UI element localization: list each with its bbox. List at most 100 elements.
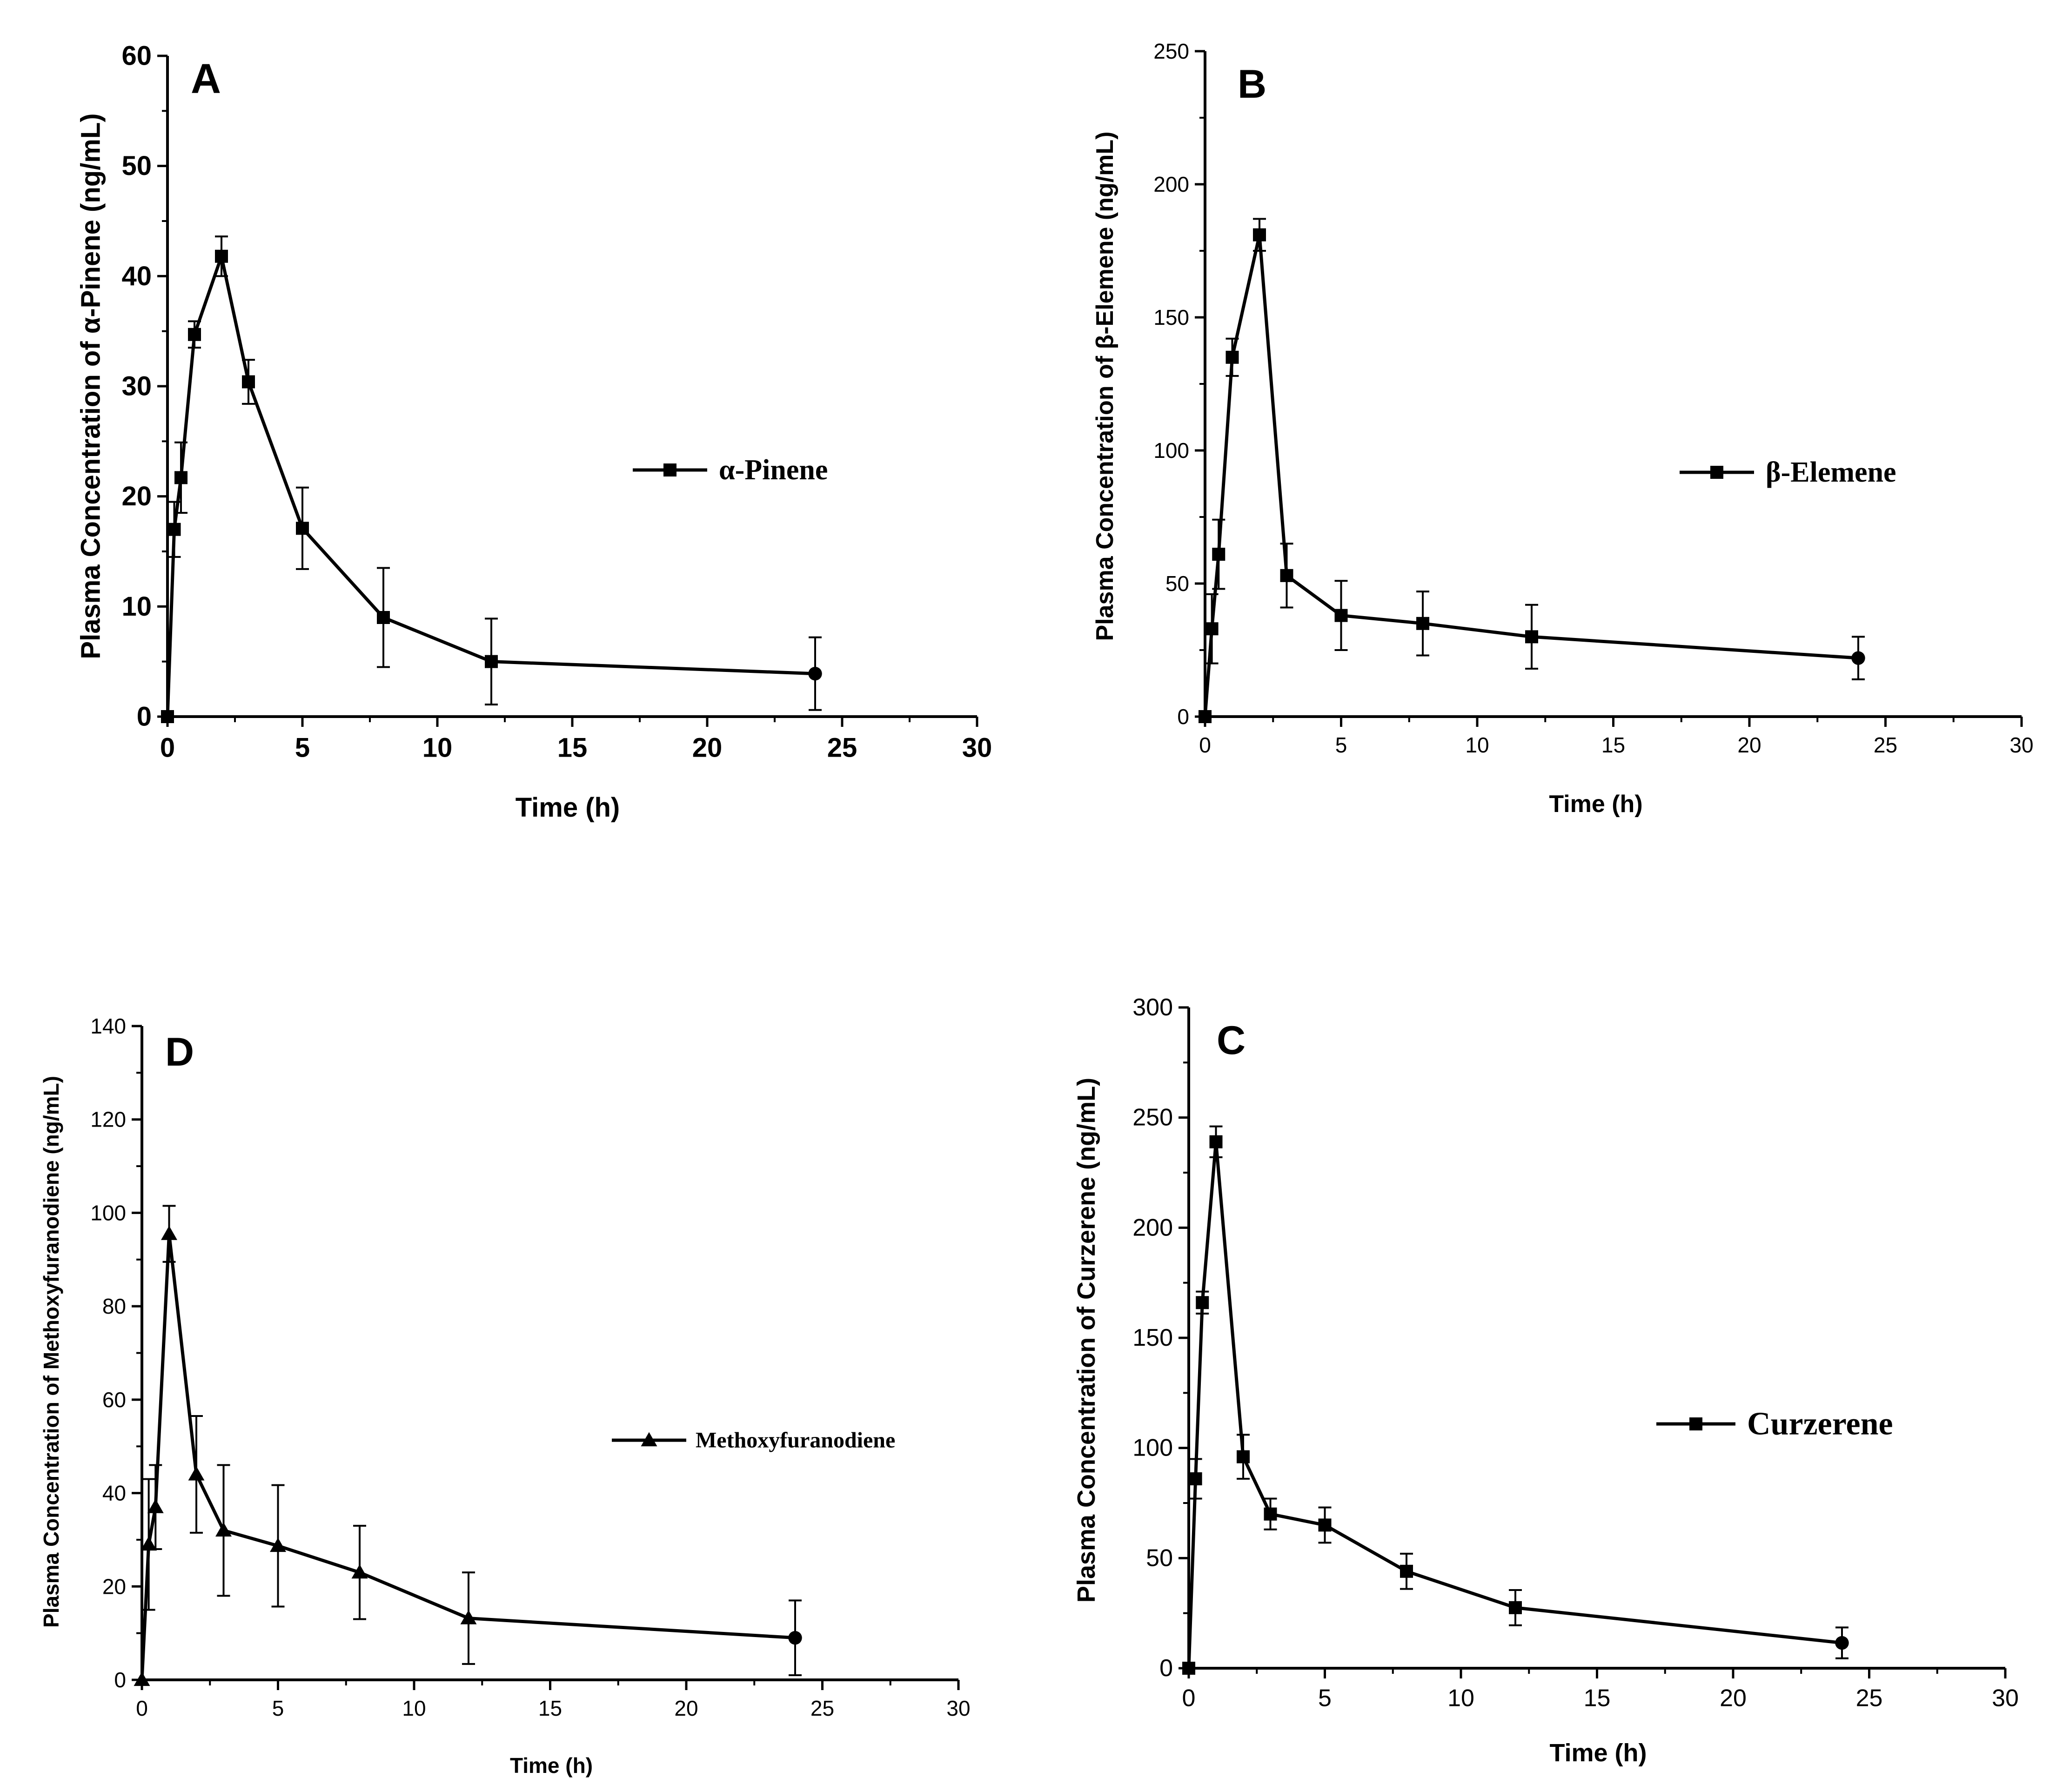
panel-b-legend-label: β-Elemene: [1766, 456, 1896, 488]
panel-c-legend-marker: [1689, 1417, 1702, 1430]
panel-b-legend: β-Elemene: [1680, 456, 1896, 488]
panel-b-data-point: [1525, 630, 1538, 644]
panel-c-data-point: [1509, 1601, 1522, 1614]
panel-b-data-point: [1205, 622, 1219, 636]
panel-a-data-marks: [161, 235, 822, 723]
panel-d-data-point: [147, 1499, 164, 1513]
panel-b-axes: [1204, 51, 2022, 718]
panel-c-y-tick-label: 150: [1132, 1324, 1173, 1351]
panel-a-y-tick-label: 40: [121, 261, 152, 291]
panel-a-x-axis-title: Time (h): [516, 792, 620, 823]
panel-b-data-marks: [1199, 218, 1865, 723]
panel-c-x-tick-label: 25: [1856, 1685, 1883, 1712]
panel-a-x-tick-label: 10: [422, 732, 453, 763]
panel-d-data-point: [141, 1536, 157, 1551]
panel-b-data-point: [1280, 569, 1293, 582]
panel-c-data-point: [1237, 1450, 1250, 1463]
panel-a-legend: α-Pinene: [633, 454, 828, 486]
panel-d-data-marks: [134, 1205, 802, 1686]
panel-c-y-tick-label: 0: [1159, 1655, 1173, 1682]
panel-a-data-point: [808, 667, 822, 681]
panel-a-data-point: [167, 523, 181, 536]
panel-b-x-ticks: 0 5 10 15 20 25 30: [1199, 717, 2034, 757]
panel-d: 0 20 40 60 80 100 120 140 0 5 10 15 20 25 30 D Time (…: [39, 1014, 971, 1778]
panel-d-y-tick-label: 120: [90, 1107, 126, 1132]
panel-a-legend-marker: [663, 463, 676, 477]
panel-c-legend-label: Curzerene: [1747, 1406, 1893, 1442]
panel-a-data-point: [174, 471, 188, 484]
panel-c-y-tick-label: 50: [1146, 1544, 1173, 1571]
panel-c-data-point: [1209, 1135, 1223, 1148]
panel-d-data-point: [134, 1671, 150, 1686]
panel-b-y-ticks: 0 50 100 150 200 250: [1153, 39, 1205, 729]
panel-d-axes: [141, 1026, 958, 1681]
panel-c-y-tick-label: 100: [1132, 1435, 1173, 1462]
panel-c-x-ticks: 0 5 10 15 20 25 30: [1182, 1668, 2019, 1712]
panel-b-data-point: [1851, 651, 1865, 665]
panel-d-y-ticks: 0 20 40 60 80 100 120 140: [90, 1014, 142, 1692]
panel-c-data-point: [1264, 1507, 1277, 1521]
panel-d-y-tick-label: 80: [102, 1294, 126, 1318]
panel-a-legend-label: α-Pinene: [719, 454, 828, 486]
panel-b-legend-marker: [1710, 466, 1723, 479]
panel-c-x-tick-label: 30: [1992, 1685, 2019, 1712]
panel-b-x-tick-label: 10: [1465, 733, 1489, 757]
panel-a-y-tick-label: 20: [121, 481, 152, 511]
panel-a-x-tick-label: 5: [295, 732, 310, 763]
panel-d-data-point: [351, 1564, 368, 1579]
panel-d-x-tick-label: 5: [272, 1696, 284, 1720]
panel-d-series-line: [140, 1232, 796, 1680]
panel-a-x-tick-label: 15: [557, 732, 588, 763]
panel-a-y-tick-label: 60: [121, 41, 152, 71]
panel-a-series-line: [166, 255, 816, 717]
panel-b-data-point: [1416, 617, 1429, 630]
panel-c-data-point: [1400, 1564, 1413, 1578]
panel-a-legend-symbol: [663, 463, 676, 477]
panel-d-y-tick-label: 40: [102, 1481, 126, 1505]
panel-a-x-tick-label: 30: [962, 732, 992, 763]
panel-b-y-tick-label: 200: [1153, 172, 1189, 196]
panel-b-data-point: [1212, 548, 1226, 561]
panel-c-x-tick-label: 5: [1318, 1685, 1332, 1712]
panel-d-legend: Methoxyfuranodiene: [612, 1428, 895, 1453]
panel-c-data-point: [1835, 1636, 1849, 1650]
panel-d-y-tick-label: 140: [90, 1014, 126, 1038]
panel-b-x-tick-label: 0: [1199, 733, 1211, 757]
panel-a-x-tick-label: 0: [160, 732, 175, 763]
panel-d-letter: D: [165, 1030, 194, 1074]
panel-c-x-axis-title: Time (h): [1549, 1739, 1647, 1767]
panel-a-data-point: [485, 655, 498, 668]
panel-b-data-point: [1334, 609, 1348, 622]
panel-d-legend-marker: [641, 1432, 657, 1447]
panel-b-x-tick-label: 25: [1874, 733, 1897, 757]
panel-d-data-point: [161, 1226, 177, 1240]
panel-d-y-tick-label: 100: [90, 1201, 126, 1225]
panel-c-legend: Curzerene: [1656, 1406, 1893, 1442]
panel-a-data-point: [215, 249, 228, 263]
panel-c-x-tick-label: 0: [1182, 1685, 1196, 1712]
panel-a-y-ticks: 0 10 20 30 40 50 60: [121, 41, 167, 732]
panel-d-data-point: [788, 1631, 802, 1645]
panel-a: 0 10 20 30 40 50 60 0 5 10 15 20 25 30 A Time (h) Pl…: [76, 41, 992, 823]
panel-c-x-tick-label: 15: [1584, 1685, 1611, 1712]
panel-c-x-tick-label: 10: [1447, 1685, 1474, 1712]
panel-c-data-point: [1196, 1296, 1209, 1309]
panel-b-y-tick-label: 50: [1165, 571, 1189, 596]
panel-b-x-tick-label: 15: [1601, 733, 1625, 757]
panel-d-x-tick-label: 20: [674, 1696, 698, 1720]
panel-c-y-tick-label: 250: [1132, 1104, 1173, 1131]
panel-a-x-tick-label: 25: [827, 732, 857, 763]
panel-c-data-point: [1189, 1472, 1202, 1485]
panel-c-series-line: [1187, 1140, 1842, 1669]
panel-a-y-tick-label: 30: [121, 371, 152, 402]
panel-a-data-point: [161, 710, 174, 723]
panel-d-x-tick-label: 25: [810, 1696, 834, 1720]
panel-d-data-point: [188, 1466, 205, 1481]
panel-a-data-point: [242, 375, 255, 389]
panel-b-y-tick-label: 0: [1177, 705, 1189, 729]
panel-c-x-tick-label: 20: [1720, 1685, 1747, 1712]
panel-a-data-point: [296, 522, 309, 535]
panel-a-data-point: [188, 328, 201, 341]
panel-c-data-point: [1182, 1662, 1195, 1675]
